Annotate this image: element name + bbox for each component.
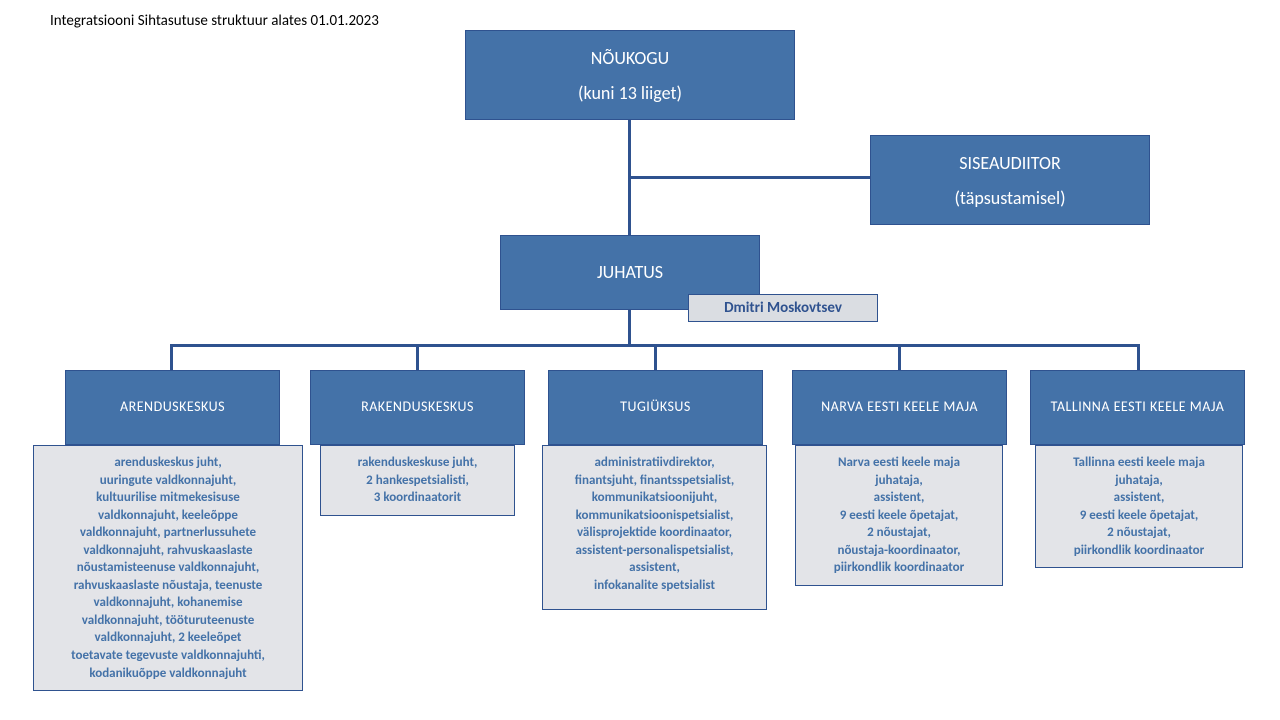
juhatus-title: JUHATUS — [597, 260, 663, 285]
tallinn-detail: Tallinna eesti keele majajuhataja,assist… — [1035, 445, 1243, 568]
rakenduskeskus-detail: rakenduskeskuse juht,2 hankespetsialisti… — [320, 445, 515, 516]
node-arenduskeskus: ARENDUSKESKUS — [65, 370, 280, 445]
tallinn-title: TALLINNA EESTI KEELE MAJA — [1051, 398, 1225, 416]
siseaudiitor-title: SISEAUDIITOR — [959, 151, 1060, 176]
tugiuksus-title: TUGIÜKSUS — [620, 398, 691, 416]
connector-4 — [170, 344, 173, 370]
node-siseaudiitor: SISEAUDIITOR (täpsustamisel) — [870, 135, 1150, 225]
node-rakenduskeskus: RAKENDUSKESKUS — [310, 370, 525, 445]
connector-7 — [898, 344, 901, 370]
tugiuksus-detail: administratiivdirektor,finantsjuht, fina… — [542, 445, 767, 610]
noukogu-title: NÕUKOGU — [591, 46, 669, 71]
siseaudiitor-subtitle: (täpsustamisel) — [954, 187, 1065, 209]
noukogu-subtitle: (kuni 13 liiget) — [578, 82, 682, 104]
connector-6 — [654, 344, 657, 370]
node-tugiuksus: TUGIÜKSUS — [548, 370, 763, 445]
connector-2 — [628, 310, 631, 346]
arenduskeskus-title: ARENDUSKESKUS — [120, 398, 225, 416]
page-title: Integratsiooni Sihtasutuse struktuur ala… — [50, 12, 379, 30]
connector-5 — [416, 344, 419, 370]
connector-1 — [628, 176, 870, 179]
narva-detail: Narva eesti keele majajuhataja,assistent… — [795, 445, 1003, 586]
rakenduskeskus-title: RAKENDUSKESKUS — [361, 398, 474, 416]
narva-title: NARVA EESTI KEELE MAJA — [821, 398, 978, 416]
connector-8 — [1137, 344, 1140, 370]
juhatus-name-tag: Dmitri Moskovtsev — [688, 294, 878, 322]
arenduskeskus-detail: arenduskeskus juht,uuringute valdkonnaju… — [33, 445, 303, 691]
node-noukogu: NÕUKOGU (kuni 13 liiget) — [465, 30, 795, 120]
node-tallinn: TALLINNA EESTI KEELE MAJA — [1030, 370, 1245, 445]
node-narva: NARVA EESTI KEELE MAJA — [792, 370, 1007, 445]
